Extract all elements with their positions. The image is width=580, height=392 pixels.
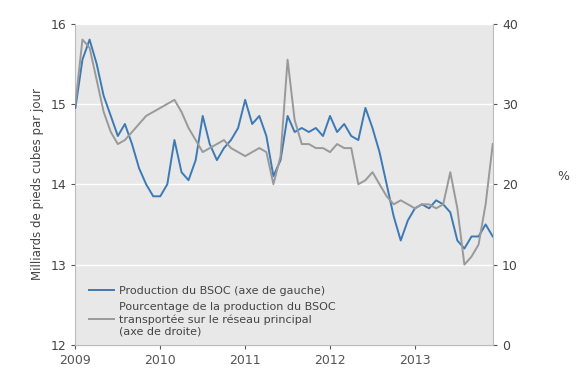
Y-axis label: Milliards de pieds cubes par jour: Milliards de pieds cubes par jour bbox=[31, 88, 44, 280]
Legend: Production du BSOC (axe de gauche), Pourcentage de la production du BSOC
transpo: Production du BSOC (axe de gauche), Pour… bbox=[89, 285, 336, 336]
Text: %: % bbox=[557, 170, 569, 183]
